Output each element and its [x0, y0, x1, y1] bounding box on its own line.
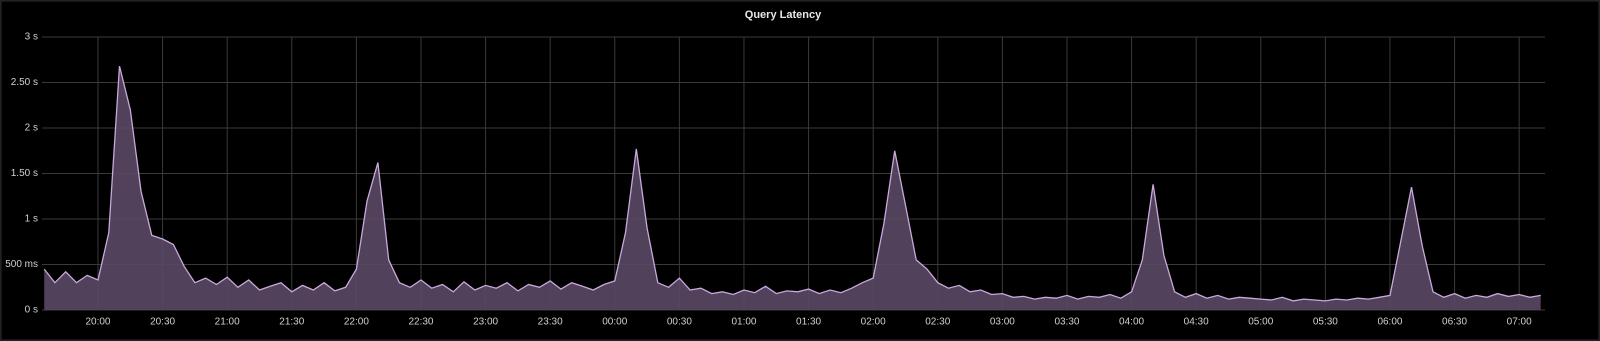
x-tick-label: 01:00 [731, 317, 756, 328]
x-tick-label: 22:30 [408, 317, 433, 328]
x-tick-label: 21:00 [215, 317, 240, 328]
x-tick-label: 04:00 [1119, 317, 1144, 328]
x-tick-label: 06:00 [1377, 317, 1402, 328]
y-tick-label: 1 s [25, 214, 38, 225]
x-tick-label: 20:00 [85, 317, 110, 328]
y-tick-label: 500 ms [5, 259, 38, 270]
x-tick-label: 07:00 [1507, 317, 1532, 328]
x-tick-label: 06:30 [1442, 317, 1467, 328]
x-tick-label: 00:30 [667, 317, 692, 328]
x-tick-label: 00:00 [602, 317, 627, 328]
x-tick-label: 05:30 [1313, 317, 1338, 328]
y-tick-label: 3 s [25, 32, 38, 43]
chart-title: Query Latency [745, 9, 822, 21]
x-tick-label: 23:30 [538, 317, 563, 328]
y-tick-label: 1.50 s [11, 168, 38, 179]
x-tick-label: 03:00 [990, 317, 1015, 328]
x-tick-label: 02:00 [861, 317, 886, 328]
x-tick-label: 02:30 [925, 317, 950, 328]
area [44, 66, 1541, 310]
y-tick-label: 2 s [25, 123, 38, 134]
x-tick-label: 23:00 [473, 317, 498, 328]
x-tick-label: 04:30 [1184, 317, 1209, 328]
x-tick-label: 21:30 [279, 317, 304, 328]
y-tick-label: 2.50 s [11, 77, 38, 88]
x-tick-label: 05:00 [1248, 317, 1273, 328]
x-tick-label: 22:00 [344, 317, 369, 328]
x-tick-label: 20:30 [150, 317, 175, 328]
line [43, 65, 1541, 302]
y-tick-label: 0 s [25, 305, 38, 316]
x-tick-label: 03:30 [1054, 317, 1079, 328]
x-tick-label: 01:30 [796, 317, 821, 328]
